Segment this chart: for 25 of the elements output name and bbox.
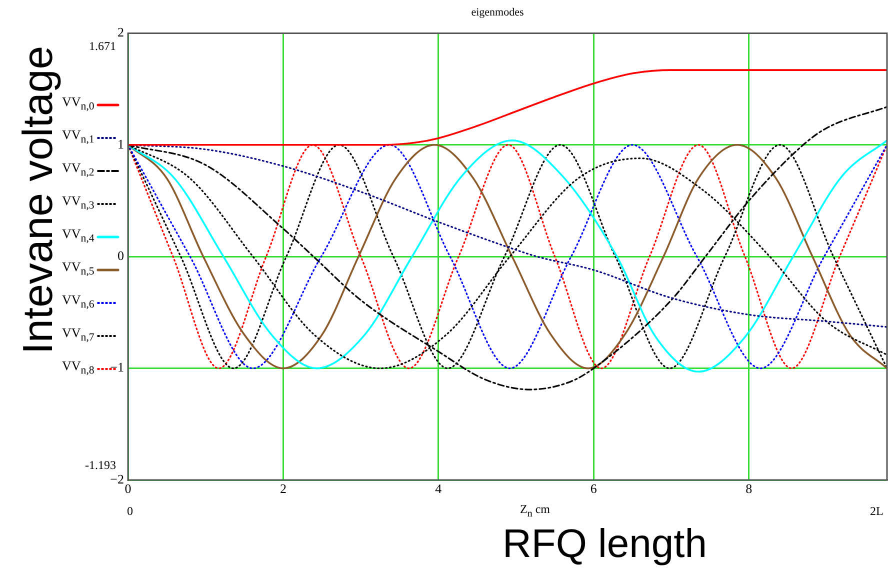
text: 2L [870, 504, 884, 519]
chart-title: eigenmodes [471, 6, 524, 18]
legend-label: VV$_{n,6}$ [62, 292, 94, 312]
legend-label: VV$_{n,0}$ [62, 94, 94, 114]
x-tick-label: 4 [435, 481, 442, 496]
legend-label: VV$_{n,5}$ [62, 259, 94, 279]
y-tick-label: −1 [110, 360, 124, 375]
text: -1.193 [85, 458, 116, 473]
y-tick-label: 0 [118, 248, 124, 264]
legend-label: VV$_{n,3}$ [62, 193, 94, 213]
text: 1.671 [89, 39, 116, 54]
y-axis-title: Intevane voltage [14, 46, 62, 354]
legend-label: VV$_{n,1}$ [62, 127, 94, 147]
legend-label: VV$_{n,7}$ [62, 325, 94, 345]
legend-label: VV$_{n,8}$ [62, 358, 94, 378]
y-tick-label: 2 [118, 24, 124, 40]
x-tick-label: 2 [280, 481, 286, 496]
y-tick-label: −2 [110, 471, 124, 486]
text: Z$_{n}$ cm [520, 502, 550, 520]
x-tick-label: 8 [746, 481, 752, 496]
legend-label: VV$_{n,4}$ [62, 226, 94, 246]
y-tick-label: 1 [118, 136, 124, 152]
x-tick-label: 6 [590, 481, 598, 496]
x-axis-title: RFQ length [502, 522, 708, 567]
legend-label: VV$_{n,2}$ [62, 160, 94, 180]
